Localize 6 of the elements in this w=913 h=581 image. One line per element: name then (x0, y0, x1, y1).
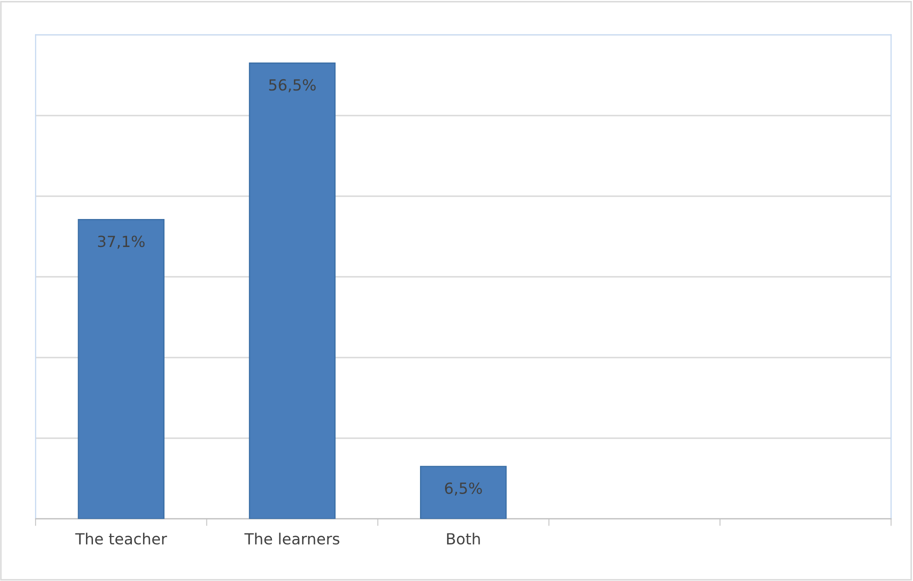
data-label: 6,5% (445, 482, 482, 496)
data-label: 37,1% (98, 236, 145, 249)
x-tick-label: The learners (244, 532, 340, 545)
x-tick-label: The teacher (75, 532, 168, 545)
x-tick-label: Both (447, 532, 480, 545)
data-label: 56,5% (269, 79, 316, 92)
